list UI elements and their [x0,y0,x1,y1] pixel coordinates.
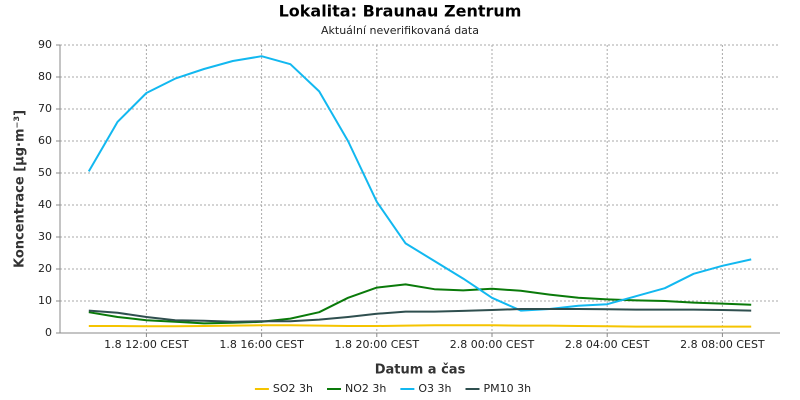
x-tick-label: 1.8 12:00 CEST [104,338,189,351]
legend-label: PM10 3h [484,382,532,395]
y-tick-label: 50 [38,166,52,179]
series-line [88,308,752,323]
x-axis-title: Datum a čas [375,363,466,378]
x-tick-label: 2.8 04:00 CEST [565,338,650,351]
y-tick-label: 10 [38,294,52,307]
legend-label: O3 3h [418,382,451,395]
y-tick-label: 30 [38,230,52,243]
series-line [88,324,752,328]
y-tick-label: 40 [38,198,52,211]
x-tick-label: 2.8 08:00 CEST [680,338,765,351]
x-tick-label: 1.8 16:00 CEST [219,338,304,351]
y-tick-label: 70 [38,102,52,115]
y-tick-label: 0 [45,326,52,339]
y-tick-label: 60 [38,134,52,147]
series-line [87,55,752,312]
x-tick-label: 1.8 20:00 CEST [335,338,420,351]
y-axis-title: Koncentrace [µg·m⁻³] [13,110,28,268]
y-tick-label: 80 [38,70,52,83]
y-tick-label: 90 [38,38,52,51]
y-tick-label: 20 [38,262,52,275]
legend-label: NO2 3h [345,382,386,395]
legend-label: SO2 3h [273,382,313,395]
x-tick-label: 2.8 00:00 CEST [450,338,535,351]
series-line [88,283,752,325]
chart-subtitle: Aktuální neverifikovaná data [321,24,479,37]
chart-title: Lokalita: Braunau Zentrum [279,2,522,21]
